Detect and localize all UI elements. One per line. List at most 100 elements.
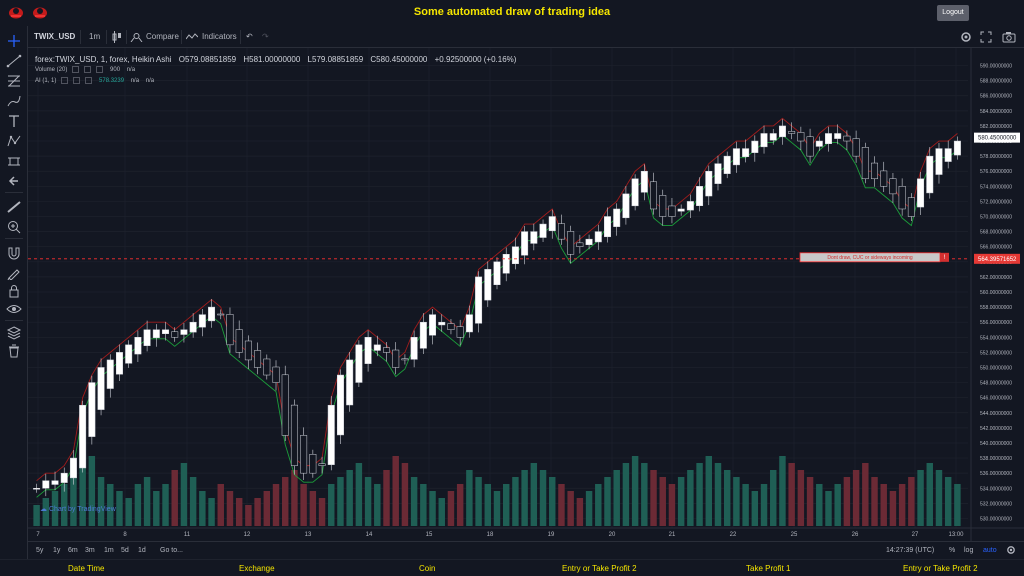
volume-bar [825,491,832,526]
candle-body [557,223,565,240]
prediction-tool-icon[interactable] [6,154,22,168]
percent-toggle[interactable]: % [949,547,956,554]
indicator-lines [36,117,958,498]
goto-date-button[interactable]: Go to... [160,547,183,554]
volume-bar [125,498,132,526]
volume-bar [502,484,510,526]
candle-body [162,329,169,334]
volume-bar [935,470,943,526]
volume-bar [788,463,795,526]
volume-bar [521,470,528,526]
legend-ai-row: AI (1, 1) 578.3239 n/a n/a [35,76,521,87]
annotation-badge [940,252,949,262]
legend-visibility-icon[interactable] [61,76,69,84]
brush-icon[interactable] [6,94,22,108]
snapshot-camera-icon[interactable] [1002,31,1016,43]
legend-series-title[interactable]: forex:TWIX_USD, 1, forex, Heikin Ashi [35,55,172,64]
candle-body [484,269,492,301]
candle-body [613,208,621,227]
chart-legend: forex:TWIX_USD, 1, forex, Heikin Ashi O5… [35,54,521,87]
candle-body [604,216,611,238]
symbol-search[interactable]: TWIX_USD [34,32,76,41]
crosshair-icon[interactable] [6,34,22,48]
footer-col-datetime: Date Time [68,564,105,573]
candle-body [364,337,372,364]
legend-ai-label[interactable]: AI (1, 1) [35,78,57,84]
range-5d[interactable]: 5d [121,547,129,554]
compare-button[interactable]: Compare [146,32,179,41]
volume-bar [438,498,445,526]
toolbar-divider [5,238,23,239]
auto-toggle[interactable]: auto [983,547,997,554]
annotation-box[interactable]: Dont draw, CUC or sideways incoming ! [799,252,949,263]
volume-bar [235,498,243,526]
logout-button[interactable]: Logout [937,5,969,21]
ruler-icon[interactable] [6,200,22,214]
legend-volume-label[interactable]: Volume (20) [35,67,68,73]
eye-icon[interactable] [6,302,22,316]
toolbar-divider [5,320,23,321]
time-tick-label: 13 [305,532,312,538]
object-tree-icon[interactable] [6,326,22,340]
zoom-in-icon[interactable] [6,220,22,234]
legend-settings-icon[interactable] [84,65,92,73]
trash-icon[interactable] [6,344,22,358]
time-axis[interactable]: 7 8 11 12 13 14 15 18 19 20 21 22 25 26 27 13:00 [28,527,1024,538]
volume-bar [245,505,252,526]
legend-remove-icon[interactable] [96,65,104,73]
price-tick-label: 576.00000000 [980,169,1012,175]
range-1m[interactable]: 1m [104,547,114,554]
price-chart[interactable]: Dont draw, CUC or sideways incoming ! 59… [28,48,1024,541]
lock-icon[interactable] [6,284,22,298]
back-arrow-icon[interactable] [6,174,22,188]
magnet-icon[interactable] [6,246,22,260]
candle-body [383,347,390,353]
indicators-icon[interactable] [186,33,198,41]
fullscreen-icon[interactable] [980,31,992,43]
legend-high: H581.00000000 [243,55,301,64]
scale-settings-gear-icon[interactable] [1006,545,1016,555]
interval-button[interactable]: 1m [89,32,101,41]
top-bar: Some automated draw of trading idea Logo… [0,0,1024,26]
candle-body [889,178,897,195]
volume-bar [254,498,261,526]
volume-bar [880,484,887,526]
chart-grid [28,48,968,528]
time-tick-label: 7 [36,532,40,538]
redo-icon[interactable]: ↷ [262,32,269,41]
volume-bar [226,491,234,526]
utc-clock[interactable]: 14:27:39 (UTC) [886,547,935,554]
range-1d[interactable]: 1d [138,547,146,554]
log-toggle[interactable]: log [964,547,974,554]
settings-gear-icon[interactable] [960,31,972,43]
chart-style-icon[interactable] [112,31,122,43]
candle-body [539,223,547,238]
indicators-button[interactable]: Indicators [202,32,237,41]
price-tick-label: 562.00000000 [980,275,1012,281]
undo-icon[interactable]: ↶ [246,32,253,41]
range-5y[interactable]: 5y [36,547,44,554]
legend-visibility-icon[interactable] [72,65,80,73]
legend-main-row: forex:TWIX_USD, 1, forex, Heikin Ashi O5… [35,54,521,65]
legend-settings-icon[interactable] [73,76,81,84]
candle-body [714,163,722,184]
candle-body [953,140,961,156]
price-tick-label: 540.00000000 [980,441,1012,447]
legend-remove-icon[interactable] [85,76,93,84]
price-axis[interactable]: 590.00000000 588.00000000 586.00000000 584.… [970,48,1012,541]
price-tick-label: 570.00000000 [980,215,1012,221]
range-3m[interactable]: 3m [85,547,95,554]
candle-body [880,170,888,187]
stay-in-drawing-mode-icon[interactable] [6,266,22,280]
range-6m[interactable]: 6m [68,547,78,554]
candle-body [410,337,418,360]
pattern-tool-icon[interactable] [6,134,22,148]
fib-retracement-icon[interactable] [6,74,22,88]
text-tool-icon[interactable] [6,114,22,128]
trend-line-icon[interactable] [6,54,22,68]
tradingview-watermark[interactable]: ☁ Chart by TradingView [40,506,116,513]
volume-bar [659,477,666,526]
compare-icon[interactable] [130,32,143,42]
range-1y[interactable]: 1y [53,547,61,554]
candle-body [926,155,934,194]
